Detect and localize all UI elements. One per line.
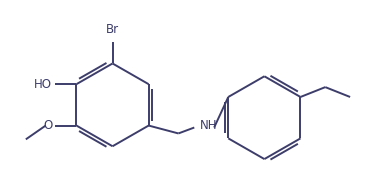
Text: NH: NH (200, 119, 218, 132)
Text: HO: HO (34, 78, 52, 91)
Text: O: O (43, 119, 52, 132)
Text: Br: Br (106, 23, 119, 36)
